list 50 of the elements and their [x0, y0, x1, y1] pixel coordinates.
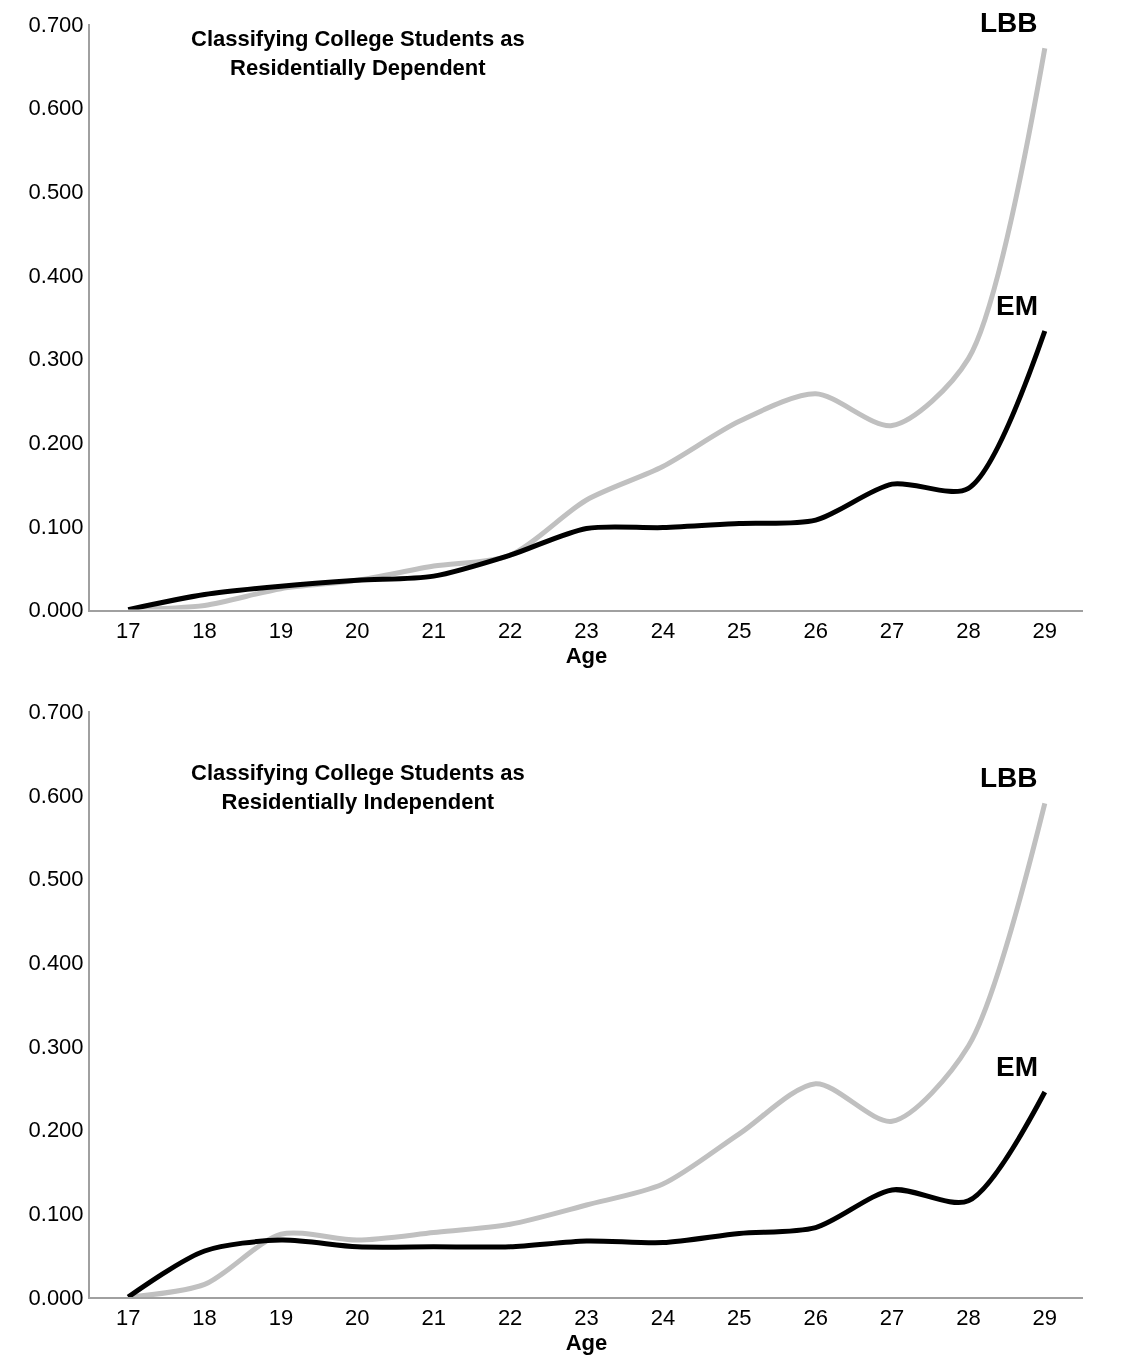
y-tick-label: 0.200 [28, 429, 84, 455]
x-axis-title: Age [565, 1330, 608, 1356]
x-tick-label: 27 [879, 617, 905, 643]
series-label: LBB [980, 7, 1038, 38]
y-tick-label: 0.100 [28, 1201, 84, 1227]
series-label: EM [996, 290, 1038, 321]
x-tick-label: 24 [650, 617, 676, 643]
x-tick-label: 21 [421, 617, 446, 643]
series-label: LBB [980, 762, 1038, 793]
y-tick-label: 0.300 [28, 1033, 84, 1059]
x-tick-label: 23 [574, 617, 599, 643]
y-tick-label: 0.700 [28, 11, 84, 37]
y-tick-label: 0.500 [28, 866, 84, 892]
y-tick-label: 0.600 [28, 782, 84, 808]
x-tick-label: 28 [956, 617, 981, 643]
x-tick-label: 23 [574, 1305, 599, 1331]
x-tick-label: 26 [803, 617, 828, 643]
y-tick-label: 0.000 [28, 597, 84, 623]
x-tick-label: 27 [879, 1305, 905, 1331]
x-tick-label: 24 [650, 1305, 676, 1331]
x-tick-label: 22 [497, 617, 523, 643]
y-tick-label: 0.300 [28, 346, 84, 372]
x-tick-label: 18 [192, 1305, 217, 1331]
y-tick-label: 0.000 [28, 1284, 84, 1310]
series-label: EM [996, 1051, 1038, 1082]
x-tick-label: 20 [345, 617, 370, 643]
x-tick-label: 17 [115, 617, 141, 643]
x-tick-label: 29 [1032, 617, 1058, 643]
y-tick-label: 0.700 [28, 699, 84, 725]
x-tick-label: 25 [727, 617, 752, 643]
y-tick-label: 0.600 [28, 95, 84, 121]
y-tick-label: 0.500 [28, 179, 84, 205]
x-tick-label: 18 [192, 617, 217, 643]
y-tick-label: 0.400 [28, 950, 84, 976]
x-tick-label: 17 [115, 1305, 141, 1331]
x-tick-label: 22 [497, 1305, 523, 1331]
x-tick-label: 19 [268, 1305, 294, 1331]
text: Classifying College Students as Residentially Dependent [191, 26, 525, 80]
y-tick-label: 0.100 [28, 513, 84, 539]
x-tick-label: 29 [1032, 1305, 1058, 1331]
x-tick-label: 25 [727, 1305, 752, 1331]
x-axis-title: Age [565, 642, 608, 668]
x-tick-label: 26 [803, 1305, 828, 1331]
y-tick-label: 0.200 [28, 1117, 84, 1143]
y-tick-label: 0.400 [28, 262, 84, 288]
text: Classifying College Students as Residentially Independent [191, 760, 525, 814]
x-tick-label: 19 [268, 617, 294, 643]
x-tick-label: 21 [421, 1305, 446, 1331]
x-tick-label: 20 [345, 1305, 370, 1331]
x-tick-label: 28 [956, 1305, 981, 1331]
